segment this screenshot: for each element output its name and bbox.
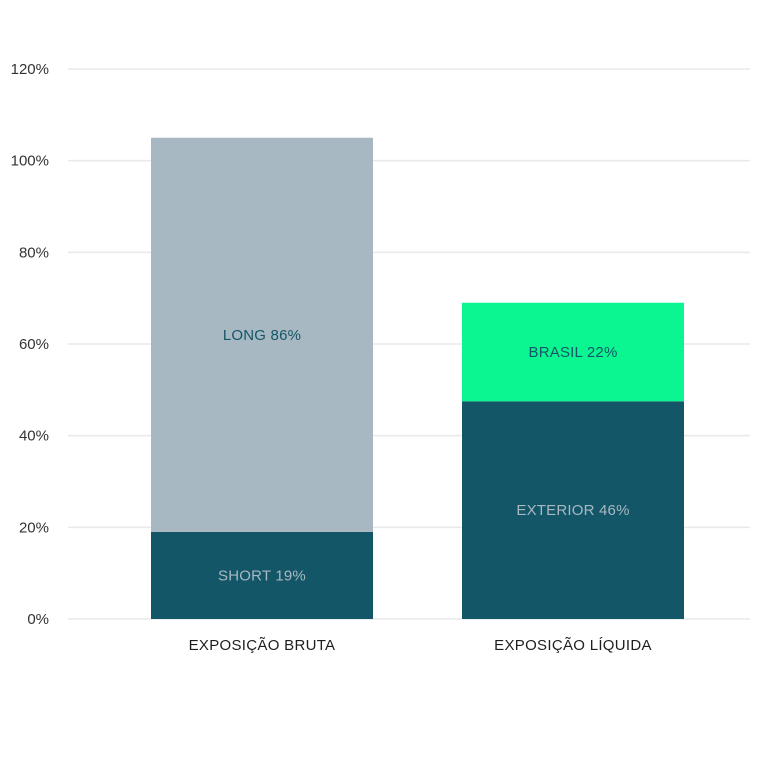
bar-segment-label: BRASIL 22%: [529, 344, 618, 361]
x-category-label: EXPOSIÇÃO BRUTA: [189, 637, 336, 654]
y-axis-tick-labels: 0% 20% 40% 60% 80% 100% 120%: [11, 61, 49, 628]
bar-segment: [462, 401, 684, 619]
bar-segment-label: EXTERIOR 46%: [516, 502, 629, 519]
y-tick-label: 0%: [27, 611, 49, 628]
bar-stack: SHORT 19% LONG 86%: [151, 137, 373, 619]
bar-stack: EXTERIOR 46% BRASIL 22%: [462, 302, 684, 619]
y-tick-label: 80%: [19, 244, 49, 261]
x-axis-category-labels: EXPOSIÇÃO BRUTA EXPOSIÇÃO LÍQUIDA: [189, 637, 652, 654]
y-tick-label: 60%: [19, 336, 49, 353]
y-tick-label: 20%: [19, 519, 49, 536]
y-tick-label: 100%: [11, 153, 49, 170]
bar-segment-label: LONG 86%: [223, 327, 301, 344]
x-category-label: EXPOSIÇÃO LÍQUIDA: [494, 637, 652, 654]
bar-segment: [462, 302, 684, 402]
bars: SHORT 19% LONG 86% EXTERIOR 46% BRASIL 22%: [151, 137, 684, 619]
bar-segment-label: SHORT 19%: [218, 567, 306, 584]
y-tick-label: 120%: [11, 61, 49, 78]
bar-segment: [151, 137, 373, 532]
y-tick-label: 40%: [19, 428, 49, 445]
bar-segment: [151, 531, 373, 619]
